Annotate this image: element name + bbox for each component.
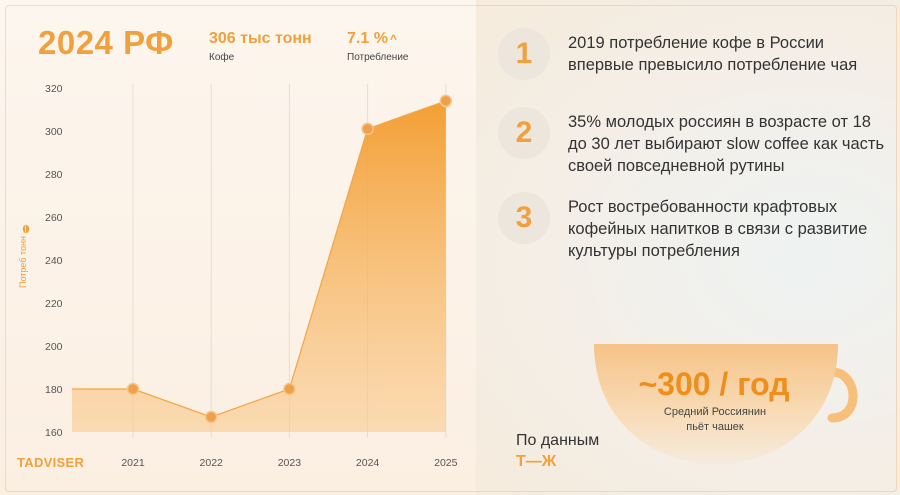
y-tick-label: 260 <box>45 212 63 224</box>
coffee-cup-icon <box>594 344 858 464</box>
data-point <box>283 382 296 396</box>
y-tick-label: 200 <box>45 341 63 353</box>
fact-text: Рост востребованности крафтовых кофейных… <box>568 198 868 260</box>
fact-3: 3 Рост востребованности крафтовых кофейн… <box>498 192 888 260</box>
kpi-consumption-value: 7.1 % ^ <box>347 30 397 47</box>
kpi-coffee-label: Кофе <box>209 52 235 63</box>
y-tick-label: 160 <box>45 427 63 439</box>
x-tick-label: 2023 <box>278 457 302 469</box>
y-tick-label: 280 <box>45 169 63 181</box>
caret-up-icon: ^ <box>389 32 397 46</box>
source-label: По данным <box>516 432 600 449</box>
fact-1: 1 2019 потребление кофе в России впервые… <box>498 28 888 88</box>
fact-number-badge: 3 <box>498 192 550 244</box>
y-axis-label: Потреб тонн <box>18 236 28 288</box>
x-tick-label: 2025 <box>434 457 458 469</box>
fact-number-badge: 2 <box>498 107 550 159</box>
fact-2: 2 35% молодых россиян в возрасте от 18 д… <box>498 107 888 175</box>
kpi-consumption-label: Потребление <box>347 52 409 63</box>
page-title: 2024 РФ <box>38 24 174 61</box>
x-tick-label: 2024 <box>356 457 380 469</box>
y-tick-label: 220 <box>45 298 63 310</box>
y-tick-label: 180 <box>45 384 63 396</box>
x-tick-label: 2021 <box>121 457 145 469</box>
data-point <box>439 94 453 108</box>
data-point <box>126 382 140 396</box>
data-point <box>361 122 374 136</box>
data-point <box>204 410 218 424</box>
fact-number-badge: 1 <box>498 28 550 80</box>
area-series <box>72 100 446 433</box>
coffee-bean-icon <box>22 224 30 234</box>
x-tick-label: 2022 <box>200 457 224 469</box>
kpi-coffee-value: 306 тыс тонн <box>209 30 312 47</box>
consumption-area-chart: 160 180 200 220 240 260 280 300 320 2021 2022 2023 2… <box>18 83 458 469</box>
fact-text: 35% молодых россиян в возрасте от 18 до … <box>568 113 885 175</box>
brand-logo: TADVISER <box>17 455 85 470</box>
fact-text: 2019 потребление кофе в России впервые п… <box>568 34 858 74</box>
y-tick-label: 320 <box>45 83 63 95</box>
y-tick-label: 240 <box>45 255 63 267</box>
cups-per-year-value: ~300 / год <box>638 366 790 402</box>
y-tick-label: 300 <box>45 126 63 138</box>
source-name: Т—Ж <box>516 453 557 470</box>
series-line <box>72 100 447 418</box>
cups-caption: Средний Россиянин пьёт чашек <box>663 406 767 433</box>
